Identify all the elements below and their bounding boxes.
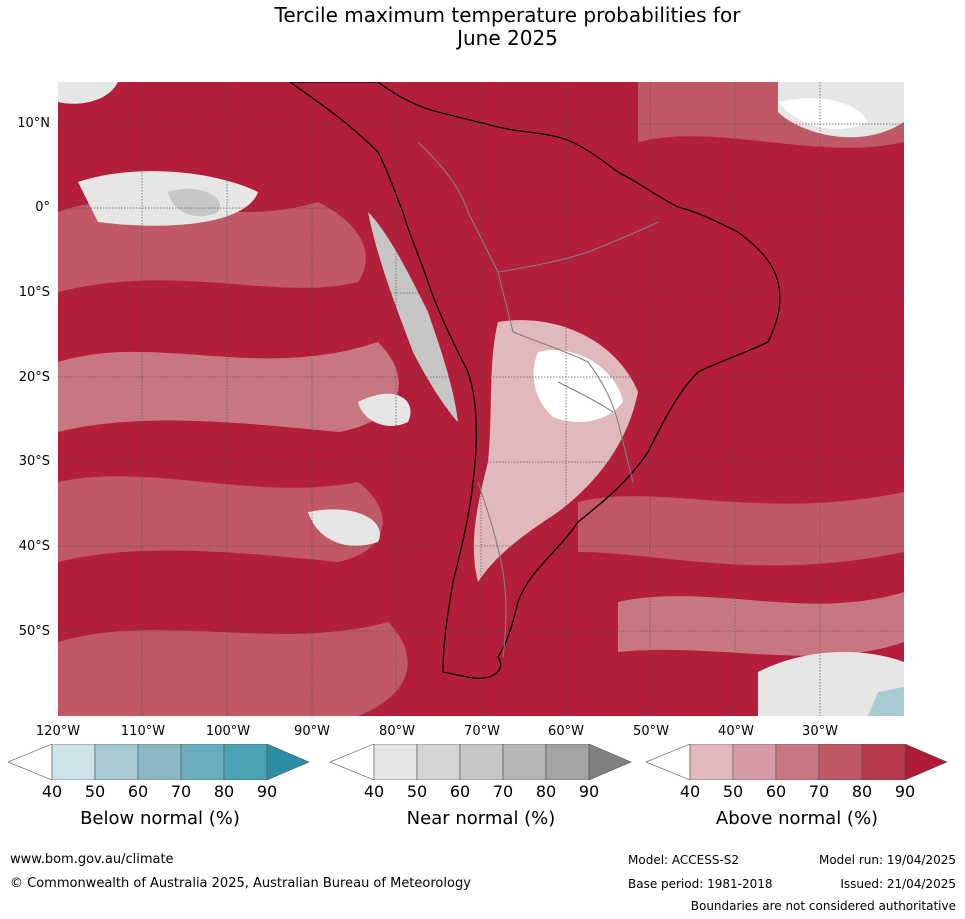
map-canvas xyxy=(58,82,904,716)
gridlines xyxy=(58,82,904,716)
above-tick-90: 90 xyxy=(894,782,916,801)
below-normal-patch xyxy=(868,687,904,716)
below-swatch-5 xyxy=(223,743,268,781)
below-swatch-1 xyxy=(51,743,96,781)
above-swatch-3 xyxy=(775,743,820,781)
near-normal-patch-6 xyxy=(58,82,118,104)
near-swatch-3 xyxy=(459,743,504,781)
near-tick-40: 40 xyxy=(363,782,385,801)
coastline xyxy=(288,82,781,679)
base-period-text: Base period: 1981-2018 xyxy=(628,877,773,891)
above-normal-title: Above normal (%) xyxy=(715,808,879,829)
below-swatch-4 xyxy=(180,743,225,781)
lat-label-20s: 20°S xyxy=(18,370,50,385)
below-normal-colorbar xyxy=(7,743,310,784)
lat-label-10s: 10°S xyxy=(18,285,50,300)
near-normal-patch-4 xyxy=(778,98,868,130)
above-tick-40: 40 xyxy=(679,782,701,801)
near-swatch-0 xyxy=(329,743,375,781)
near-tick-50: 50 xyxy=(406,782,428,801)
above-normal-swatches xyxy=(645,743,948,781)
issued-text: Issued: 21/04/2025 xyxy=(840,877,956,891)
model-text: Model: ACCESS-S2 xyxy=(628,853,740,867)
below-swatch-0 xyxy=(7,743,53,781)
above-tick-60: 60 xyxy=(765,782,787,801)
lon-label-100w: 100°W xyxy=(205,724,251,739)
below-swatch-6 xyxy=(266,743,310,781)
above-swatch-5 xyxy=(861,743,906,781)
pacific-band-2 xyxy=(58,342,399,432)
border-2 xyxy=(512,331,634,483)
below-tick-80: 80 xyxy=(213,782,235,801)
near-swatch-4 xyxy=(502,743,547,781)
lat-label-10n: 10°N xyxy=(17,116,50,131)
near-normal-patch-7 xyxy=(308,509,380,546)
near-tick-90: 90 xyxy=(578,782,600,801)
border-3 xyxy=(497,221,659,273)
below-tick-60: 60 xyxy=(127,782,149,801)
lon-label-80w: 80°W xyxy=(379,724,415,739)
above-normal-colorbar xyxy=(645,743,948,784)
border-1 xyxy=(417,141,514,333)
lon-label-120w: 120°W xyxy=(35,724,81,739)
near-normal-patch-5 xyxy=(758,652,904,716)
pacific-band-3 xyxy=(58,476,383,562)
border-4 xyxy=(477,481,507,658)
lon-label-90w: 90°W xyxy=(294,724,330,739)
near-swatch-6 xyxy=(588,743,632,781)
copyright-text: © Commonwealth of Australia 2025, Austra… xyxy=(10,876,471,891)
above-swatch-2 xyxy=(732,743,777,781)
border-5 xyxy=(557,381,614,413)
below-tick-70: 70 xyxy=(170,782,192,801)
title-line-2: June 2025 xyxy=(457,26,558,50)
below-swatch-2 xyxy=(94,743,139,781)
above-tick-70: 70 xyxy=(808,782,830,801)
below-normal-swatches xyxy=(7,743,310,781)
near-normal-title: Near normal (%) xyxy=(406,808,556,829)
lat-label-0: 0° xyxy=(35,200,50,215)
probability-map xyxy=(58,82,904,716)
near-normal-patch-2 xyxy=(168,188,220,217)
below-swatch-3 xyxy=(137,743,182,781)
above-tick-80: 80 xyxy=(851,782,873,801)
lat-label-50s: 50°S xyxy=(18,624,50,639)
disclaimer-text: Boundaries are not considered authoritat… xyxy=(690,899,956,913)
above-swatch-6 xyxy=(904,743,948,781)
lon-label-40w: 40°W xyxy=(718,724,754,739)
lon-label-60w: 60°W xyxy=(548,724,584,739)
pacific-band-4 xyxy=(58,622,408,716)
lon-label-30w: 30°W xyxy=(802,724,838,739)
andes-near-normal xyxy=(368,212,458,422)
near-swatch-2 xyxy=(416,743,461,781)
below-normal-title: Below normal (%) xyxy=(80,808,240,829)
model-run-text: Model run: 19/04/2025 xyxy=(818,853,956,867)
near-tick-60: 60 xyxy=(449,782,471,801)
lon-label-70w: 70°W xyxy=(464,724,500,739)
above-swatch-1 xyxy=(689,743,734,781)
bom-climate-link[interactable]: www.bom.gov.au/climate xyxy=(10,852,174,867)
above-swatch-4 xyxy=(818,743,863,781)
title-line-1: Tercile maximum temperature probabilitie… xyxy=(274,3,741,27)
lat-label-30s: 30°S xyxy=(18,454,50,469)
above-swatch-0 xyxy=(645,743,691,781)
map-title: Tercile maximum temperature probabilitie… xyxy=(0,4,965,50)
lon-label-110w: 110°W xyxy=(120,724,166,739)
near-normal-colorbar xyxy=(329,743,632,784)
below-tick-40: 40 xyxy=(41,782,63,801)
near-tick-70: 70 xyxy=(492,782,514,801)
near-tick-80: 80 xyxy=(535,782,557,801)
lat-label-40s: 40°S xyxy=(18,539,50,554)
near-normal-patch-8 xyxy=(358,393,411,426)
atlantic-band-1 xyxy=(578,492,904,566)
near-swatch-5 xyxy=(545,743,590,781)
above-tick-50: 50 xyxy=(722,782,744,801)
near-normal-swatches xyxy=(329,743,632,781)
lon-label-50w: 50°W xyxy=(633,724,669,739)
atlantic-band-2 xyxy=(618,592,904,656)
below-tick-50: 50 xyxy=(84,782,106,801)
near-swatch-1 xyxy=(373,743,418,781)
below-tick-90: 90 xyxy=(256,782,278,801)
